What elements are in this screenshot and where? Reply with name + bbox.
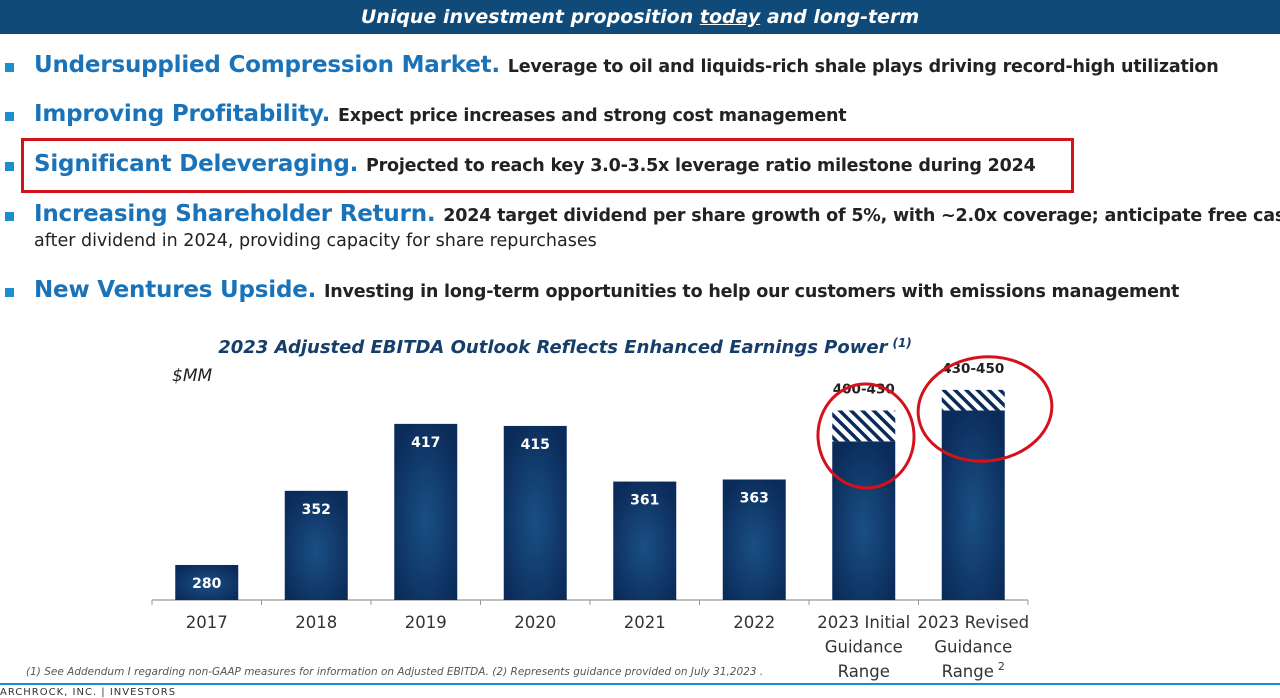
bar-6 bbox=[832, 441, 896, 600]
x-tick-label-7-2: Range 2 bbox=[942, 660, 1005, 681]
bullet-line: Significant Deleveraging. Projected to r… bbox=[34, 151, 1036, 177]
page-title-part1: Unique investment proposition bbox=[360, 6, 700, 28]
bullet-heading: Undersupplied Compression Market. bbox=[34, 52, 500, 78]
page-title-banner: Unique investment proposition today and … bbox=[0, 0, 1280, 34]
bar-data-label-1: 352 bbox=[302, 502, 331, 518]
bullet-text: Expect price increases and strong cost m… bbox=[338, 106, 847, 126]
chart-title: 2023 Adjusted EBITDA Outlook Reflects En… bbox=[218, 336, 912, 358]
y-axis-unit-label: $MM bbox=[172, 366, 212, 386]
x-tick-label-4-0: 2021 bbox=[624, 613, 666, 632]
bullet-heading: New Ventures Upside. bbox=[34, 277, 317, 303]
page-title-part2: and long-term bbox=[760, 6, 920, 28]
bullet-text: Investing in long-term opportunities to … bbox=[323, 282, 1180, 302]
x-tick-label-5-0: 2022 bbox=[733, 613, 775, 632]
bullet-heading: Significant Deleveraging. bbox=[34, 151, 359, 177]
x-tick-label-3-0: 2020 bbox=[514, 613, 556, 632]
bullet-square-icon bbox=[5, 212, 14, 221]
page-title-underlined: today bbox=[699, 6, 761, 28]
bar-1 bbox=[284, 490, 348, 600]
footer-company: ARCHROCK, INC. | INVESTORS bbox=[0, 687, 177, 698]
bullet-line: New Ventures Upside. Investing in long-t… bbox=[34, 277, 1179, 303]
bullet-square-icon bbox=[5, 162, 14, 171]
bar-data-label-7: 430-450 bbox=[942, 361, 1004, 377]
bar-0 bbox=[175, 564, 239, 600]
bullet-line: Undersupplied Compression Market. Levera… bbox=[34, 52, 1219, 78]
x-tick-label-0-0: 2017 bbox=[186, 613, 228, 632]
bar-data-label-4: 361 bbox=[630, 493, 659, 509]
bar-2 bbox=[394, 423, 458, 600]
bullet-text: Leverage to oil and liquids-rich shale p… bbox=[507, 57, 1219, 77]
bullet-text: 2024 target dividend per share growth of… bbox=[443, 206, 1280, 226]
bar-range-hatch-6 bbox=[832, 410, 896, 442]
bar-7 bbox=[941, 410, 1005, 600]
x-tick-label-7-1: Guidance bbox=[934, 638, 1012, 657]
ebitda-bar-chart: 2023 Adjusted EBITDA Outlook Reflects En… bbox=[151, 336, 1054, 681]
x-tick-label-6-1: Guidance bbox=[825, 638, 903, 657]
x-tick-label-6-2: Range bbox=[838, 662, 890, 681]
red-circle-annotation-7 bbox=[916, 355, 1054, 463]
footnote: (1) See Addendum I regarding non-GAAP me… bbox=[26, 666, 764, 678]
red-circle-annotation-6 bbox=[816, 382, 916, 490]
bullet-heading: Increasing Shareholder Return. bbox=[34, 201, 436, 227]
bar-data-label-0: 280 bbox=[192, 576, 221, 592]
bullet-line: Increasing Shareholder Return. 2024 targ… bbox=[34, 201, 1280, 227]
chart-title-superscript: (1) bbox=[892, 336, 911, 350]
x-tick-label-1-0: 2018 bbox=[295, 613, 337, 632]
bar-5 bbox=[722, 479, 786, 600]
bar-data-label-2: 417 bbox=[411, 435, 440, 451]
bullet-text-continued: after dividend in 2024, providing capaci… bbox=[34, 231, 597, 251]
highlight-box bbox=[21, 138, 1074, 193]
x-tick-label-6-0: 2023 Initial bbox=[817, 613, 910, 632]
bullet-heading: Improving Profitability. bbox=[34, 101, 331, 127]
bar-range-hatch-7 bbox=[941, 389, 1005, 411]
bar-3 bbox=[503, 425, 567, 600]
bullet-text: Projected to reach key 3.0-3.5x leverage… bbox=[365, 156, 1036, 176]
bar-data-label-3: 415 bbox=[521, 437, 550, 453]
x-tick-label-7-0: 2023 Revised bbox=[917, 613, 1029, 632]
bullet-square-icon bbox=[5, 112, 14, 121]
chart-title-text: 2023 Adjusted EBITDA Outlook Reflects En… bbox=[218, 337, 888, 358]
footer-divider bbox=[0, 683, 1280, 685]
x-tick-label-superscript-7: 2 bbox=[998, 660, 1005, 673]
bullet-square-icon bbox=[5, 288, 14, 297]
bullet-square-icon bbox=[5, 63, 14, 72]
bullet-line: Improving Profitability. Expect price in… bbox=[34, 101, 847, 127]
bar-4 bbox=[613, 481, 677, 600]
x-tick-label-2-0: 2019 bbox=[405, 613, 447, 632]
bar-data-label-5: 363 bbox=[740, 490, 769, 506]
